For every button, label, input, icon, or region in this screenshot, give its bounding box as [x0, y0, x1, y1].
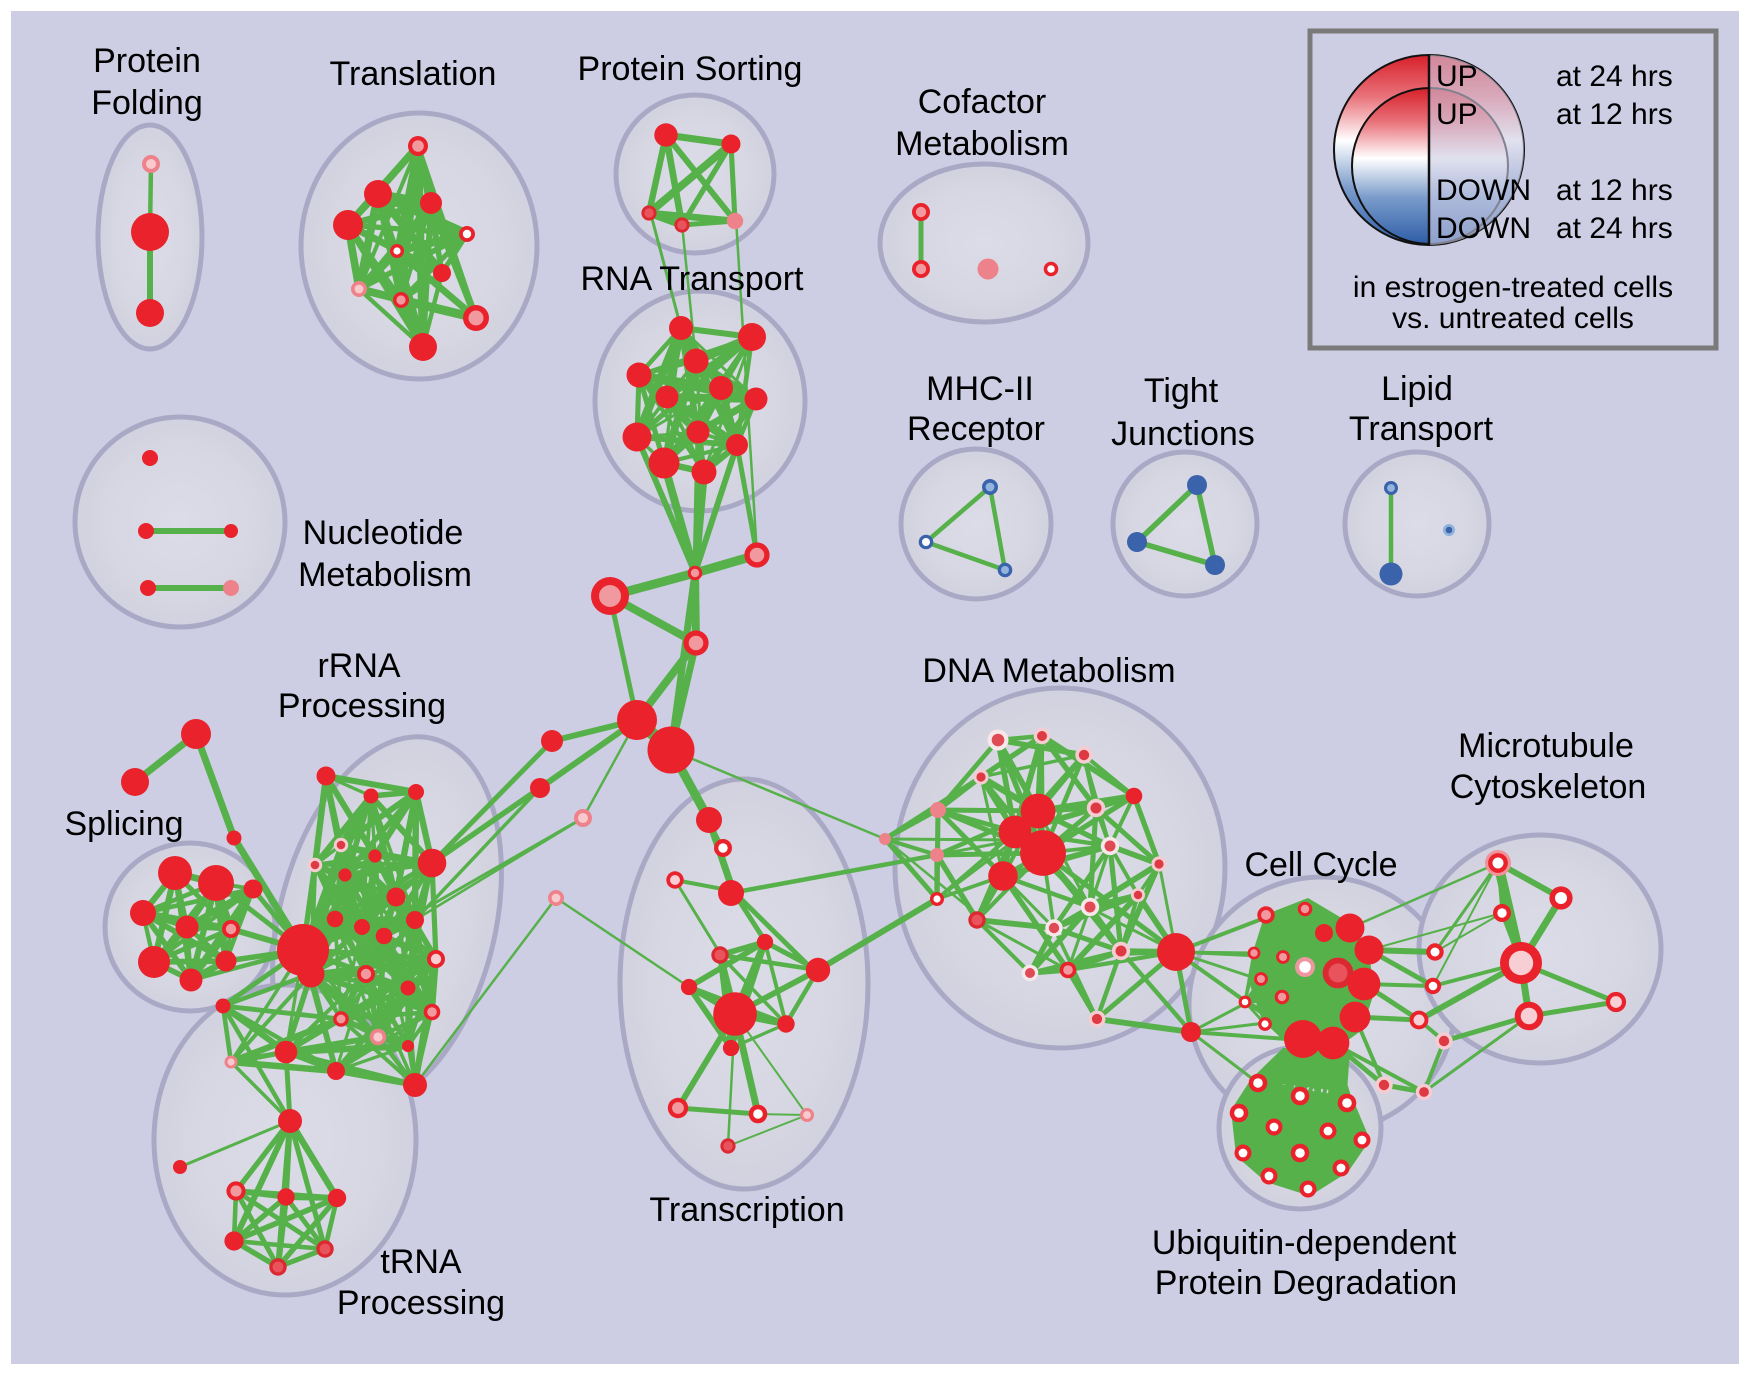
svg-text:UP: UP [1436, 60, 1478, 93]
svg-text:Ubiquitin-dependent: Ubiquitin-dependent [1152, 1224, 1457, 1262]
svg-text:Protein Degradation: Protein Degradation [1155, 1264, 1457, 1302]
svg-text:Tight: Tight [1144, 372, 1219, 410]
svg-text:at 24 hrs: at 24 hrs [1556, 212, 1673, 245]
svg-text:vs. untreated cells: vs. untreated cells [1392, 302, 1634, 335]
svg-text:in estrogen-treated cells: in estrogen-treated cells [1353, 271, 1673, 304]
svg-text:rRNA: rRNA [317, 647, 400, 685]
svg-text:Metabolism: Metabolism [895, 125, 1069, 163]
svg-text:Translation: Translation [330, 55, 497, 93]
svg-text:Cofactor: Cofactor [918, 83, 1047, 121]
svg-text:tRNA: tRNA [380, 1243, 462, 1281]
svg-text:Protein: Protein [93, 42, 201, 80]
svg-text:Microtubule: Microtubule [1458, 727, 1634, 765]
svg-text:Processing: Processing [337, 1284, 505, 1322]
svg-text:DNA Metabolism: DNA Metabolism [922, 652, 1175, 690]
svg-text:at 12 hrs: at 12 hrs [1556, 174, 1673, 207]
svg-text:Metabolism: Metabolism [298, 556, 472, 594]
svg-text:at 24 hrs: at 24 hrs [1556, 60, 1673, 93]
svg-text:Cytoskeleton: Cytoskeleton [1450, 768, 1647, 806]
svg-text:MHC-II: MHC-II [926, 370, 1034, 408]
svg-text:Folding: Folding [91, 84, 203, 122]
svg-text:at 12 hrs: at 12 hrs [1556, 98, 1673, 131]
svg-text:Junctions: Junctions [1111, 415, 1255, 453]
svg-text:Splicing: Splicing [64, 805, 183, 843]
svg-text:Processing: Processing [278, 687, 446, 725]
svg-text:Cell Cycle: Cell Cycle [1244, 846, 1397, 884]
svg-text:Protein Sorting: Protein Sorting [578, 50, 803, 88]
svg-text:Transport: Transport [1349, 410, 1494, 448]
svg-text:RNA Transport: RNA Transport [581, 260, 805, 298]
svg-text:Receptor: Receptor [907, 410, 1045, 448]
svg-text:DOWN: DOWN [1436, 174, 1531, 207]
svg-text:Lipid: Lipid [1381, 370, 1453, 408]
svg-text:Transcription: Transcription [649, 1191, 844, 1229]
svg-text:Nucleotide: Nucleotide [303, 514, 464, 552]
svg-text:DOWN: DOWN [1436, 212, 1531, 245]
svg-text:UP: UP [1436, 98, 1478, 131]
